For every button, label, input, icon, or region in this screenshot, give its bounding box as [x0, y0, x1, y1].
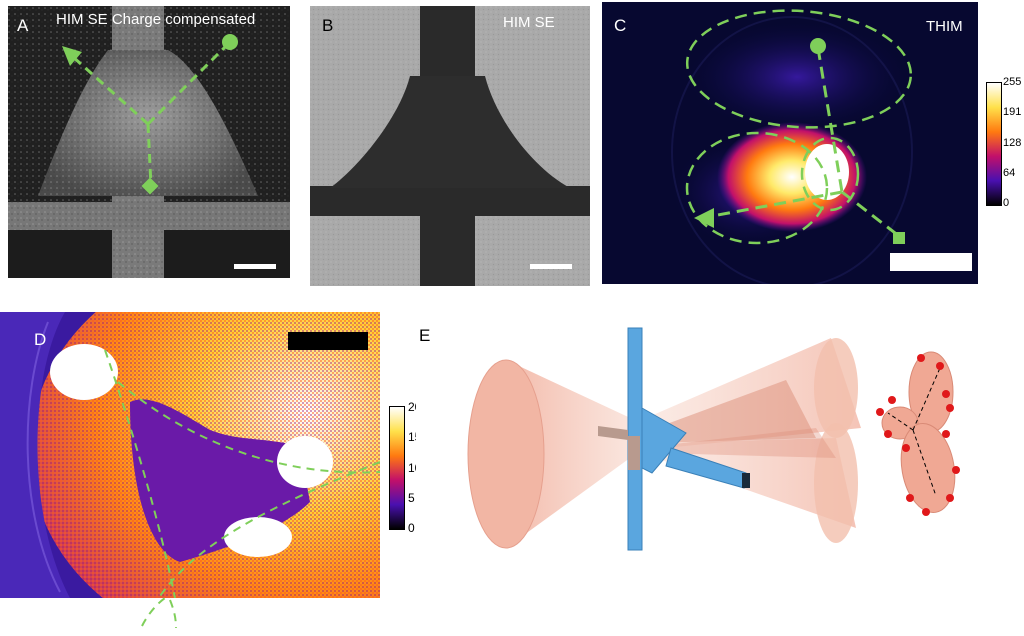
panel-d-image [0, 312, 380, 598]
panel-c-colorbar-tick: 64 [1003, 167, 1016, 179]
panel-c-circle-marker [810, 38, 826, 54]
panel-a-direction-lines [70, 40, 232, 187]
panel-a-title: HIM SE Charge compensated [56, 11, 256, 28]
panel-c-colorbar-frame [986, 82, 1002, 206]
panel-c-square-marker [893, 232, 905, 244]
panel-c-lobe-outlines [685, 9, 913, 245]
panel-a-label: A [17, 16, 29, 35]
panel-c-title: THIM [926, 18, 963, 35]
panel-e: E [416, 318, 1016, 618]
panel-d: D [0, 312, 380, 598]
panel-b-scale-bar [530, 264, 572, 269]
panel-a-diamond-marker [141, 177, 159, 195]
panel-a-arrow-head [62, 46, 82, 66]
panel-a-scale-bar [234, 264, 276, 269]
panel-d-colorbar-tick: 0 [408, 521, 415, 535]
panel-a: A HIM SE Charge compensated [8, 6, 290, 278]
panel-a-circle-marker [222, 34, 238, 50]
panel-c-colorbar-tick: 191 [1003, 106, 1022, 118]
panel-e-label: E [419, 326, 431, 345]
panel-c-arrow-head [694, 208, 714, 228]
panel-d-boundary-extension [141, 596, 177, 629]
panel-c-scale-bar [890, 253, 972, 271]
panel-b: B HIM SE [310, 6, 590, 286]
panel-e-lobe-diagram [881, 351, 956, 514]
panel-d-label: D [34, 330, 47, 349]
panel-a-image [8, 6, 290, 278]
panel-c: C THIM [602, 2, 978, 284]
panel-e-red-dots [876, 354, 960, 516]
panel-b-image [310, 6, 590, 286]
panel-c-direction-lines [706, 47, 900, 238]
panel-b-label: B [322, 16, 334, 35]
panel-d-boundary-lines [104, 349, 380, 598]
panel-c-label: C [614, 16, 627, 35]
panel-c-colorbar-tick: 0 [1003, 197, 1010, 209]
panel-c-colorbar-tick: 255 [1003, 76, 1022, 88]
panel-d-colorbar [389, 406, 405, 530]
panel-e-beam-structure [598, 327, 750, 551]
panel-e-illustration [467, 327, 956, 551]
panel-c-colorbar-tick: 128 [1003, 137, 1022, 149]
panel-d-scale-bar [288, 332, 368, 350]
panel-c-image [602, 2, 978, 284]
panel-e-left-cone [467, 359, 641, 549]
panel-d-colorbar-tick: 5 [408, 491, 415, 505]
panel-b-title: HIM SE [503, 14, 555, 31]
